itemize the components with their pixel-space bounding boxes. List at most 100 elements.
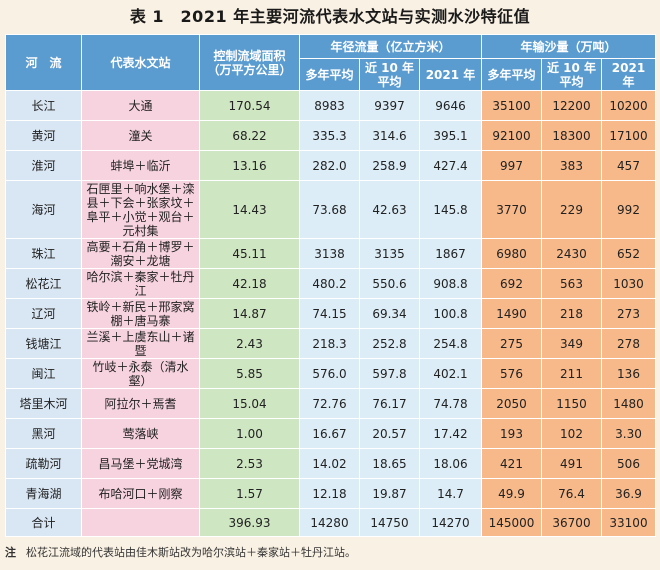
flow-2021-cell: 17.42: [419, 418, 482, 449]
station-cell: 兰溪＋上虞东山＋诸暨: [81, 328, 200, 359]
sand-10yr-cell: 18300: [541, 120, 602, 151]
area-cell: 2.53: [199, 448, 300, 479]
flow-2021-cell: 9646: [419, 90, 482, 121]
flow-avg-cell: 8983: [299, 90, 360, 121]
flow-avg-cell: 335.3: [299, 120, 360, 151]
area-cell: 15.04: [199, 388, 300, 419]
sand-2021-cell: 506: [601, 448, 656, 479]
sand-2021-cell: 17100: [601, 120, 656, 151]
river-cell: 黄河: [5, 120, 82, 151]
flow-avg-cell: 480.2: [299, 268, 360, 299]
note-label: 注: [5, 546, 16, 559]
flow-avg-cell: 282.0: [299, 150, 360, 181]
header-sand-10yr: 近 10 年平均: [541, 58, 602, 91]
table-row: 青海湖 布哈河口＋刚察 1.57 12.18 19.87 14.7 49.9 76.4 36.9: [5, 478, 656, 509]
station-cell: 大通: [81, 90, 200, 121]
sand-avg-cell: 692: [481, 268, 542, 299]
sand-2021-cell: 3.30: [601, 418, 656, 449]
river-cell: 钱塘江: [5, 328, 82, 359]
table-row: 松花江 哈尔滨＋秦家＋牡丹江 42.18 480.2 550.6 908.8 692 563 1…: [5, 268, 656, 299]
area-cell: 170.54: [199, 90, 300, 121]
river-cell: 疏勒河: [5, 448, 82, 479]
header-sand-avg: 多年平均: [481, 58, 542, 91]
header-river: 河 流: [5, 34, 82, 91]
flow-10yr-cell: 42.63: [359, 180, 420, 239]
flow-2021-cell: 427.4: [419, 150, 482, 181]
sand-avg-cell: 145000: [481, 508, 542, 537]
flow-avg-cell: 14.02: [299, 448, 360, 479]
sand-avg-cell: 193: [481, 418, 542, 449]
flow-2021-cell: 18.06: [419, 448, 482, 479]
sand-avg-cell: 1490: [481, 298, 542, 329]
river-cell: 长江: [5, 90, 82, 121]
area-cell: 5.85: [199, 358, 300, 389]
station-cell: 莺落峡: [81, 418, 200, 449]
flow-avg-cell: 218.3: [299, 328, 360, 359]
sand-10yr-cell: 211: [541, 358, 602, 389]
area-cell: 42.18: [199, 268, 300, 299]
river-cell: 合计: [5, 508, 82, 537]
flow-10yr-cell: 76.17: [359, 388, 420, 419]
flow-10yr-cell: 550.6: [359, 268, 420, 299]
sand-10yr-cell: 383: [541, 150, 602, 181]
flow-2021-cell: 1867: [419, 238, 482, 269]
sand-avg-cell: 997: [481, 150, 542, 181]
sand-avg-cell: 49.9: [481, 478, 542, 509]
flow-2021-cell: 14270: [419, 508, 482, 537]
station-cell: 潼关: [81, 120, 200, 151]
area-cell: 13.16: [199, 150, 300, 181]
station-cell: 布哈河口＋刚察: [81, 478, 200, 509]
header-sand-group: 年输沙量（万吨）: [481, 34, 656, 59]
sand-10yr-cell: 12200: [541, 90, 602, 121]
header-flow-10yr: 近 10 年平均: [359, 58, 420, 91]
sand-avg-cell: 576: [481, 358, 542, 389]
sand-2021-cell: 992: [601, 180, 656, 239]
note-text: 松花江流域的代表站由佳木斯站改为哈尔滨站＋秦家站＋牡丹江站。: [26, 546, 356, 559]
flow-2021-cell: 14.7: [419, 478, 482, 509]
table-row: 黄河 潼关 68.22 335.3 314.6 395.1 92100 18300 17100: [5, 120, 656, 151]
sand-2021-cell: 278: [601, 328, 656, 359]
river-cell: 塔里木河: [5, 388, 82, 419]
table-note: 注松花江流域的代表站由佳木斯站改为哈尔滨站＋秦家站＋牡丹江站。: [5, 544, 655, 560]
table-row: 合计 396.93 14280 14750 14270 145000 36700 33100: [5, 508, 656, 537]
sand-10yr-cell: 491: [541, 448, 602, 479]
table-row: 辽河 铁岭＋新民＋邢家窝棚＋唐马寨 14.87 74.15 69.34 100.8 1490…: [5, 298, 656, 329]
flow-10yr-cell: 14750: [359, 508, 420, 537]
station-cell: 昌马堡＋党城湾: [81, 448, 200, 479]
flow-2021-cell: 908.8: [419, 268, 482, 299]
sand-avg-cell: 6980: [481, 238, 542, 269]
area-cell: 14.43: [199, 180, 300, 239]
flow-10yr-cell: 252.8: [359, 328, 420, 359]
area-cell: 14.87: [199, 298, 300, 329]
sand-2021-cell: 273: [601, 298, 656, 329]
flow-10yr-cell: 258.9: [359, 150, 420, 181]
table-row: 疏勒河 昌马堡＋党城湾 2.53 14.02 18.65 18.06 421 491 506: [5, 448, 656, 479]
sand-10yr-cell: 76.4: [541, 478, 602, 509]
flow-avg-cell: 73.68: [299, 180, 360, 239]
sand-2021-cell: 652: [601, 238, 656, 269]
header-flow-2021: 2021 年: [419, 58, 482, 91]
table-row: 长江 大通 170.54 8983 9397 9646 35100 12200 10200: [5, 90, 656, 121]
sand-2021-cell: 457: [601, 150, 656, 181]
sand-2021-cell: 33100: [601, 508, 656, 537]
flow-avg-cell: 74.15: [299, 298, 360, 329]
river-cell: 辽河: [5, 298, 82, 329]
table-row: 钱塘江 兰溪＋上虞东山＋诸暨 2.43 218.3 252.8 254.8 275 349 27…: [5, 328, 656, 359]
table-row: 闽江 竹岐＋永泰（清水壑） 5.85 576.0 597.8 402.1 576 211 136: [5, 358, 656, 389]
flow-10yr-cell: 20.57: [359, 418, 420, 449]
sand-10yr-cell: 2430: [541, 238, 602, 269]
table-row: 海河 石匣里＋响水堡＋滦县＋下会＋张家坟＋阜平＋小觉＋观台＋元村集 14.43 73.…: [5, 180, 656, 239]
flow-avg-cell: 16.67: [299, 418, 360, 449]
flow-2021-cell: 402.1: [419, 358, 482, 389]
sand-2021-cell: 36.9: [601, 478, 656, 509]
flow-avg-cell: 72.76: [299, 388, 360, 419]
table-row: 淮河 蚌埠＋临沂 13.16 282.0 258.9 427.4 997 383 457: [5, 150, 656, 181]
sand-avg-cell: 421: [481, 448, 542, 479]
flow-2021-cell: 145.8: [419, 180, 482, 239]
sand-2021-cell: 1030: [601, 268, 656, 299]
sand-2021-cell: 1480: [601, 388, 656, 419]
station-cell: 石匣里＋响水堡＋滦县＋下会＋张家坟＋阜平＋小觉＋观台＋元村集: [81, 180, 200, 239]
station-cell: 高要＋石角＋博罗＋潮安＋龙塘: [81, 238, 200, 269]
flow-10yr-cell: 19.87: [359, 478, 420, 509]
area-cell: 396.93: [199, 508, 300, 537]
